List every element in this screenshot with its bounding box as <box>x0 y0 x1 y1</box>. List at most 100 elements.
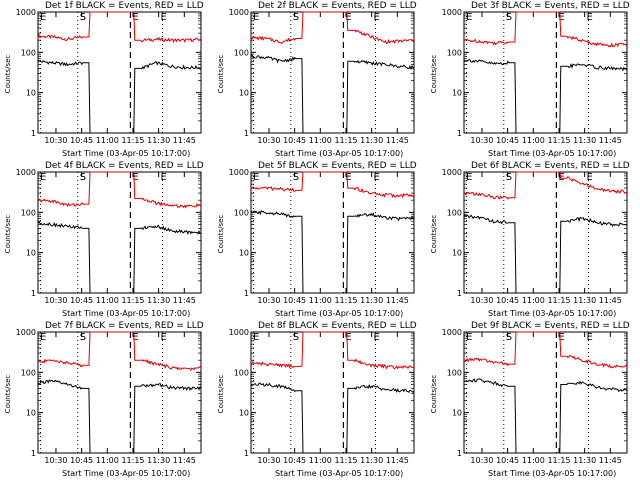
y-tick-label: 1000 <box>442 8 462 17</box>
marker-label: E <box>160 172 166 183</box>
panel-title: Det 7f BLACK = Events, RED = LLD <box>45 321 204 331</box>
x-tick-label: 10:30 <box>470 456 493 465</box>
detector-panel: 1 10 100 1000 10:30 10:45 11:00 11:15 11:30 11:45… <box>213 160 426 320</box>
lld-series-line <box>250 171 415 199</box>
marker-label: E <box>253 12 259 23</box>
detector-panel: 1 10 100 1000 10:30 10:45 11:00 11:15 11:30 11:45… <box>426 160 639 320</box>
x-tick-label: 10:45 <box>283 296 306 305</box>
marker-label: E <box>586 172 592 183</box>
x-tick-label: 11:15 <box>121 456 144 465</box>
x-tick-label: 10:45 <box>283 136 306 145</box>
x-tick-label: 11:30 <box>573 136 596 145</box>
y-tick-label: 10 <box>452 409 462 418</box>
marker-label: E <box>586 332 592 343</box>
panel-title: Det 3f BLACK = Events, RED = LLD <box>471 1 630 11</box>
detector-panel: 1 10 100 1000 10:30 10:45 11:00 11:15 11:30 11:45… <box>213 0 426 160</box>
events-series-line <box>37 59 202 134</box>
x-tick-label: 11:00 <box>522 296 545 305</box>
y-axis-label: Counts/sec <box>217 54 225 94</box>
marker-label: E <box>160 12 166 23</box>
x-tick-label: 10:30 <box>44 456 67 465</box>
marker-label: E <box>466 172 472 183</box>
y-tick-label: 10 <box>452 89 462 98</box>
panel-title: Det 4f BLACK = Events, RED = LLD <box>45 161 204 171</box>
lld-series-line <box>250 331 415 370</box>
x-axis-label: Start Time (03-Apr-05 10:17:00) <box>62 309 191 318</box>
marker-label: S <box>293 332 299 343</box>
events-series-line <box>463 214 628 294</box>
y-tick-label: 1 <box>244 289 249 298</box>
plot-frame <box>37 171 202 294</box>
chart-svg: 1 10 100 1000 10:30 10:45 11:00 11:15 11:30 11:45… <box>442 8 628 145</box>
marker-label: S <box>506 12 512 23</box>
x-axis-label: Start Time (03-Apr-05 10:17:00) <box>275 309 404 318</box>
x-tick-label: 11:45 <box>599 296 622 305</box>
marker-label: E <box>253 332 259 343</box>
marker-label: E <box>345 172 351 183</box>
x-axis-label: Start Time (03-Apr-05 10:17:00) <box>488 469 617 478</box>
chart-svg: 1 10 100 1000 10:30 10:45 11:00 11:15 11:30 11:45… <box>16 328 202 465</box>
x-tick-label: 11:30 <box>573 456 596 465</box>
lld-series-line <box>464 11 628 48</box>
events-series-line <box>250 53 415 134</box>
chart-svg: 1 10 100 1000 10:30 10:45 11:00 11:15 11:30 11:45… <box>442 328 628 465</box>
y-tick-label: 100 <box>447 368 462 377</box>
marker-label: S <box>293 12 299 23</box>
y-axis-label: Counts/sec <box>217 214 225 254</box>
x-tick-label: 11:15 <box>334 136 357 145</box>
marker-label: E <box>40 12 46 23</box>
x-tick-label: 11:15 <box>121 136 144 145</box>
plot-frame <box>37 11 202 134</box>
y-axis-label: Counts/sec <box>4 54 12 94</box>
x-tick-label: 11:15 <box>121 296 144 305</box>
y-tick-label: 10 <box>239 89 249 98</box>
chart-svg: 1 10 100 1000 10:30 10:45 11:00 11:15 11:30 11:45… <box>229 328 415 465</box>
plot-frame <box>463 11 628 134</box>
y-tick-label: 100 <box>21 368 36 377</box>
x-tick-label: 11:00 <box>309 456 332 465</box>
x-tick-label: 10:45 <box>283 456 306 465</box>
y-tick-label: 1000 <box>229 168 249 177</box>
x-tick-label: 11:45 <box>386 136 409 145</box>
y-tick-label: 100 <box>234 48 249 57</box>
lld-series-line <box>250 11 415 45</box>
y-tick-label: 1 <box>457 129 462 138</box>
x-tick-label: 11:00 <box>309 296 332 305</box>
x-tick-label: 10:45 <box>496 296 519 305</box>
y-tick-label: 1000 <box>442 168 462 177</box>
x-tick-label: 10:30 <box>470 136 493 145</box>
chart-svg: 1 10 100 1000 10:30 10:45 11:00 11:15 11:30 11:45… <box>16 168 202 305</box>
y-tick-label: 100 <box>447 48 462 57</box>
x-axis-label: Start Time (03-Apr-05 10:17:00) <box>488 149 617 158</box>
y-tick-label: 1 <box>244 129 249 138</box>
x-tick-label: 11:45 <box>173 456 196 465</box>
x-tick-label: 11:00 <box>522 456 545 465</box>
detector-panel: 1 10 100 1000 10:30 10:45 11:00 11:15 11:30 11:45… <box>426 320 639 480</box>
detector-panel: 1 10 100 1000 10:30 10:45 11:00 11:15 11:30 11:45… <box>213 320 426 480</box>
y-axis-label: Counts/sec <box>217 374 225 414</box>
x-tick-label: 10:30 <box>44 296 67 305</box>
marker-label: E <box>40 172 46 183</box>
panel-title: Det 5f BLACK = Events, RED = LLD <box>258 161 417 171</box>
y-axis-label: Counts/sec <box>430 214 438 254</box>
panel-title: Det 2f BLACK = Events, RED = LLD <box>258 1 417 11</box>
marker-label: E <box>586 12 592 23</box>
marker-label: S <box>80 12 86 23</box>
x-tick-label: 11:00 <box>309 136 332 145</box>
plot-frame <box>250 331 415 454</box>
chart-svg: 1 10 100 1000 10:30 10:45 11:00 11:15 11:30 11:45… <box>229 8 415 145</box>
marker-label: E <box>345 332 351 343</box>
chart-svg: 1 10 100 1000 10:30 10:45 11:00 11:15 11:30 11:45… <box>442 168 628 305</box>
x-tick-label: 11:30 <box>147 456 170 465</box>
plot-frame <box>250 11 415 134</box>
y-tick-label: 10 <box>239 409 249 418</box>
marker-label: E <box>132 172 138 183</box>
panel-title: Det 8f BLACK = Events, RED = LLD <box>258 321 417 331</box>
x-tick-label: 10:45 <box>70 136 93 145</box>
y-axis-label: Counts/sec <box>430 54 438 94</box>
y-tick-label: 10 <box>26 409 36 418</box>
x-tick-label: 10:30 <box>257 456 280 465</box>
y-tick-label: 100 <box>234 208 249 217</box>
x-tick-label: 10:45 <box>70 296 93 305</box>
x-tick-label: 10:30 <box>470 296 493 305</box>
